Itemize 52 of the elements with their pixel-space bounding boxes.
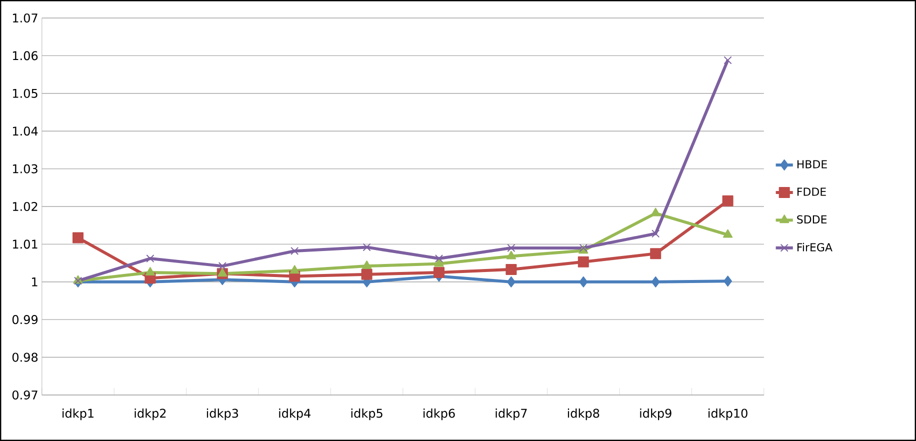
point [145, 266, 156, 276]
point [506, 264, 517, 275]
legend-label: HBDE [797, 160, 827, 168]
point [146, 254, 154, 263]
point [579, 276, 588, 288]
point [650, 208, 660, 216]
y-tick-label: 1.01 [12, 240, 38, 249]
point [362, 260, 372, 270]
point [722, 229, 733, 238]
point [650, 248, 662, 260]
point [651, 276, 660, 288]
x-tick-label: idkp9 [640, 408, 672, 420]
y-tick-label: 1.02 [12, 202, 38, 212]
y-tick-label: 0.97 [12, 390, 38, 400]
x-tick-label: idkp6 [424, 408, 455, 420]
point [652, 230, 660, 238]
point [507, 244, 516, 252]
x-tick-label: idkp5 [351, 408, 382, 420]
x-tick-label: idkp8 [568, 408, 600, 420]
y-tick-label: 1.06 [12, 51, 38, 60]
point [290, 265, 300, 274]
y-tick-label: 1.04 [12, 126, 38, 136]
point [434, 258, 444, 267]
point [72, 232, 84, 244]
x-tick-label: idkp1 [62, 408, 94, 420]
x-tick-label: idkp4 [279, 408, 311, 420]
y-tick-label: 1 [32, 278, 38, 286]
point [362, 243, 371, 252]
point [506, 250, 516, 260]
point [434, 266, 445, 278]
point [218, 268, 228, 277]
y-tick-label: 0.98 [12, 352, 38, 362]
point [218, 262, 226, 270]
x-tick-label: idkp3 [206, 408, 238, 420]
x-tick-label: idkp10 [708, 408, 748, 420]
point [724, 276, 732, 287]
legend-label: FDDE [797, 188, 826, 196]
point [506, 276, 516, 288]
point [578, 256, 589, 268]
x-tick-label: idkp7 [496, 408, 527, 420]
point [722, 195, 734, 206]
point [290, 246, 299, 256]
y-tick-label: 0.99 [12, 315, 38, 324]
point [434, 254, 444, 263]
point [361, 268, 372, 280]
legend-label: FirEGA [797, 242, 832, 252]
point [724, 56, 732, 64]
y-tick-label: 1.05 [12, 88, 38, 98]
y-tick-label: 1.07 [12, 13, 38, 23]
legend-label: SDDE [797, 215, 827, 224]
x-tick-label: idkp2 [134, 408, 166, 420]
y-tick-label: 1.03 [12, 164, 38, 174]
